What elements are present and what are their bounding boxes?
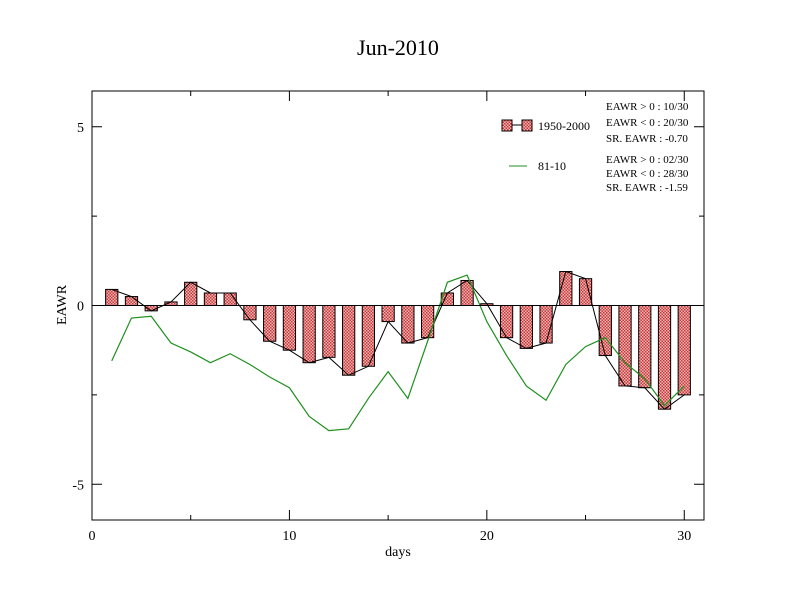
bar-day-8 — [243, 305, 257, 321]
bar-day-23 — [539, 305, 553, 344]
x-tick-label-10: 10 — [282, 529, 296, 544]
stats-annotations: EAWR > 0 : 10/30 EAWR < 0 : 20/30 SR. EA… — [606, 101, 689, 194]
bar-day-17 — [420, 305, 435, 339]
y-tick-label-1: 0 — [77, 300, 84, 315]
bar-day-12 — [322, 305, 336, 358]
legend-entry-1950-2000: 1950-2000 — [501, 119, 590, 133]
bar-day-30 — [677, 305, 691, 396]
series-line-81-10 — [111, 274, 685, 432]
bar-day-10 — [282, 305, 297, 351]
y-tick-label-2: -5 — [72, 478, 84, 493]
bar-day-26 — [598, 305, 612, 357]
bar-day-13 — [342, 305, 356, 376]
x-tick-label-30: 30 — [677, 529, 691, 544]
stat-neg-81-10: EAWR < 0 : 28/30 — [606, 168, 689, 180]
y-tick-label-0: 5 — [77, 121, 84, 136]
y-axis-label: EAWR — [55, 284, 70, 325]
bar-day-27 — [618, 305, 632, 387]
legend-bar-swatch — [501, 119, 513, 132]
bar-day-15 — [381, 305, 395, 323]
axes: 0 10 20 30 5 0 -5 — [72, 90, 705, 544]
bar-day-11 — [302, 305, 316, 364]
stat-sr-1950-2000: SR. EAWR : -0.70 — [606, 133, 688, 145]
stat-pos-81-10: EAWR > 0 : 02/30 — [606, 154, 689, 166]
stat-pos-1950-2000: EAWR > 0 : 10/30 — [606, 101, 689, 113]
bar-day-5 — [184, 281, 198, 307]
legend-entry-81-10: 81-10 — [509, 159, 566, 173]
x-axis-label: days — [385, 545, 411, 560]
bar-day-6 — [203, 292, 218, 306]
bar-day-22 — [519, 305, 533, 349]
legend: 1950-2000 81-10 — [501, 119, 590, 173]
bar-day-2 — [124, 296, 139, 306]
stat-sr-81-10: SR. EAWR : -1.59 — [606, 182, 688, 194]
x-tick-label-0: 0 — [89, 529, 96, 544]
bar-day-29 — [657, 305, 672, 410]
bar-day-1 — [105, 288, 119, 307]
plot-area — [105, 270, 691, 432]
chart-title: Jun-2010 — [357, 35, 439, 60]
bar-connector-line — [111, 270, 685, 410]
stat-neg-1950-2000: EAWR < 0 : 20/30 — [606, 117, 689, 129]
legend-bar-swatch-2 — [521, 119, 533, 132]
legend-label-81-10: 81-10 — [538, 159, 566, 173]
legend-label-1950-2000: 1950-2000 — [538, 119, 590, 133]
bar-day-16 — [401, 305, 415, 344]
bar-day-25 — [578, 278, 593, 306]
bar-day-21 — [499, 305, 514, 339]
x-tick-label-20: 20 — [480, 529, 494, 544]
